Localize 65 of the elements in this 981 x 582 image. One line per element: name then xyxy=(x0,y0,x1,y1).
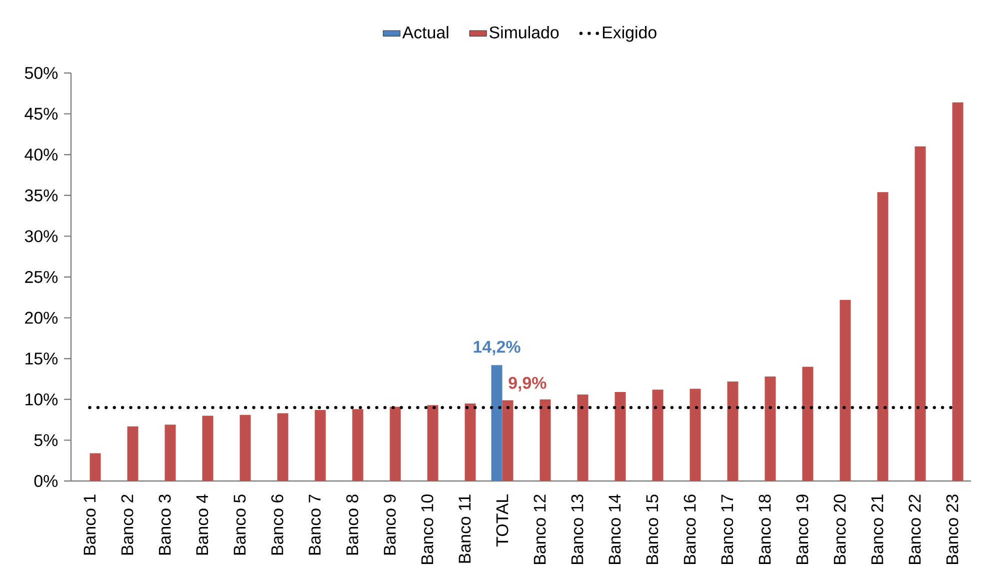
x-tick-label: Banco 17 xyxy=(721,494,734,564)
bar xyxy=(614,392,626,481)
bar xyxy=(764,376,776,481)
data-label: 9,9% xyxy=(508,376,546,392)
x-tick-label: Banco 18 xyxy=(758,494,771,564)
y-tick-label: 25% xyxy=(25,270,58,283)
bar xyxy=(90,453,101,481)
bar xyxy=(202,416,214,481)
bar xyxy=(390,406,401,481)
bar xyxy=(127,426,138,481)
bar xyxy=(240,414,251,481)
x-tick-label: Banco 23 xyxy=(946,494,958,564)
x-tick-label: Banco 8 xyxy=(346,494,358,555)
y-tick-label: 35% xyxy=(24,189,58,202)
y-tick-label: 50% xyxy=(24,66,58,79)
x-tick-label: Banco 14 xyxy=(608,494,621,564)
x-tick-label: Banco 9 xyxy=(384,494,396,555)
x-tick-label: Banco 11 xyxy=(458,494,471,563)
bar xyxy=(427,405,438,481)
x-tick-label: Banco 21 xyxy=(871,494,884,564)
bar xyxy=(652,390,664,481)
y-tick-label: 40% xyxy=(24,148,58,161)
x-tick-label: Banco 2 xyxy=(121,494,134,555)
bar xyxy=(802,366,814,481)
y-tick-label: 5% xyxy=(34,434,58,446)
x-tick-label: Banco 3 xyxy=(158,494,171,555)
bar xyxy=(352,409,364,481)
x-tick-label: Banco 4 xyxy=(196,494,208,555)
y-tick-label: 10% xyxy=(26,393,58,406)
x-tick-label: Banco 5 xyxy=(234,494,246,555)
bar xyxy=(840,300,851,481)
bar xyxy=(464,403,476,481)
x-tick-label: Banco 20 xyxy=(834,494,846,564)
x-tick-label: Banco 7 xyxy=(308,494,321,555)
x-tick-label: Banco 12 xyxy=(534,494,546,564)
bar xyxy=(540,399,551,481)
x-tick-label: Banco 15 xyxy=(646,494,658,564)
legend-label: Simulado xyxy=(490,26,559,38)
x-tick-label: Banco 1 xyxy=(84,494,96,555)
x-tick-label: Banco 16 xyxy=(684,494,696,564)
bar xyxy=(577,394,588,481)
bar xyxy=(491,365,502,481)
x-tick-label: Banco 6 xyxy=(271,494,284,555)
legend-label: Actual xyxy=(402,26,448,38)
x-tick-label: Banco 13 xyxy=(571,494,584,564)
bar xyxy=(914,146,926,481)
bar xyxy=(277,413,288,481)
y-tick-label: 20% xyxy=(25,312,58,324)
bar xyxy=(502,400,514,481)
bar xyxy=(164,424,176,481)
y-tick-label: 0% xyxy=(34,474,58,487)
bar xyxy=(727,381,738,481)
y-tick-label: 45% xyxy=(24,108,58,120)
bar xyxy=(690,388,701,481)
bar xyxy=(877,192,888,481)
x-tick-label: Banco 22 xyxy=(908,494,921,564)
x-tick-label: Banco 10 xyxy=(421,494,434,564)
bar xyxy=(952,102,964,481)
bar xyxy=(314,410,326,481)
x-tick-label: Banco 19 xyxy=(796,494,808,564)
x-tick-label: TOTAL xyxy=(496,494,508,546)
legend-label: Exigido xyxy=(602,26,656,42)
y-tick-label: 30% xyxy=(24,230,58,242)
y-tick-label: 15% xyxy=(26,352,58,365)
data-label: 14,2% xyxy=(474,340,520,356)
